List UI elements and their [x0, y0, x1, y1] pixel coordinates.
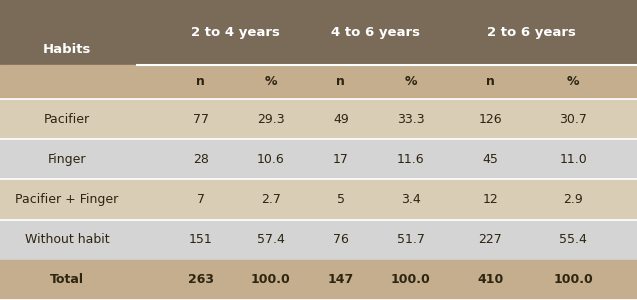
- Text: 151: 151: [189, 233, 213, 246]
- Text: n: n: [486, 75, 495, 88]
- Text: 100.0: 100.0: [554, 273, 593, 286]
- Text: %: %: [404, 75, 417, 88]
- Text: 2.7: 2.7: [261, 193, 281, 206]
- Text: 55.4: 55.4: [559, 233, 587, 246]
- Text: 126: 126: [478, 112, 503, 126]
- Text: 29.3: 29.3: [257, 112, 285, 126]
- Text: Finger: Finger: [48, 153, 86, 166]
- Text: 3.4: 3.4: [401, 193, 421, 206]
- Text: 2 to 6 years: 2 to 6 years: [487, 26, 576, 39]
- Text: Total: Total: [50, 273, 84, 286]
- Text: 2 to 4 years: 2 to 4 years: [191, 26, 280, 39]
- Bar: [0, 220, 637, 260]
- Text: 10.6: 10.6: [257, 153, 285, 166]
- Text: %: %: [264, 75, 277, 88]
- Bar: [0, 0, 637, 64]
- Text: 77: 77: [192, 112, 209, 126]
- Text: 57.4: 57.4: [257, 233, 285, 246]
- Text: 45: 45: [483, 153, 498, 166]
- Bar: [0, 99, 637, 139]
- Text: 28: 28: [193, 153, 208, 166]
- Text: 12: 12: [483, 193, 498, 206]
- Text: 2.9: 2.9: [563, 193, 583, 206]
- Text: 147: 147: [327, 273, 354, 286]
- Text: 100.0: 100.0: [251, 273, 290, 286]
- Text: 30.7: 30.7: [559, 112, 587, 126]
- Bar: [0, 260, 637, 300]
- Text: 33.3: 33.3: [397, 112, 425, 126]
- Text: 4 to 6 years: 4 to 6 years: [331, 26, 420, 39]
- Bar: [0, 64, 637, 99]
- Text: n: n: [336, 75, 345, 88]
- Text: 76: 76: [333, 233, 348, 246]
- Text: Pacifier + Finger: Pacifier + Finger: [15, 193, 118, 206]
- Text: n: n: [196, 75, 205, 88]
- Text: 11.6: 11.6: [397, 153, 425, 166]
- Text: 263: 263: [188, 273, 213, 286]
- Bar: [0, 179, 637, 220]
- Text: Habits: Habits: [43, 43, 91, 56]
- Text: %: %: [567, 75, 580, 88]
- Text: 17: 17: [333, 153, 348, 166]
- Text: 11.0: 11.0: [559, 153, 587, 166]
- Text: 5: 5: [337, 193, 345, 206]
- Bar: [0, 139, 637, 179]
- Text: 51.7: 51.7: [397, 233, 425, 246]
- Text: 227: 227: [478, 233, 503, 246]
- Text: 100.0: 100.0: [391, 273, 431, 286]
- Text: 49: 49: [333, 112, 348, 126]
- Text: 410: 410: [477, 273, 504, 286]
- Text: Without habit: Without habit: [25, 233, 109, 246]
- Text: 7: 7: [197, 193, 204, 206]
- Text: Pacifier: Pacifier: [44, 112, 90, 126]
